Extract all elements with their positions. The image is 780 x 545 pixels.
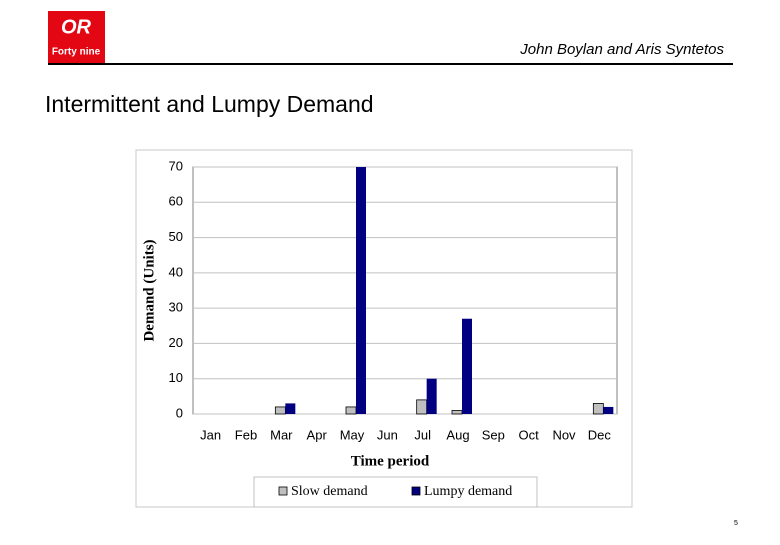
legend xyxy=(253,476,538,508)
y-tick-label: 40 xyxy=(169,264,183,279)
bar xyxy=(592,403,604,415)
legend-swatch xyxy=(278,486,288,496)
legend-label: Slow demand xyxy=(291,484,368,499)
y-tick-label: 70 xyxy=(169,158,183,173)
bar xyxy=(426,378,437,414)
x-tick-label: Mar xyxy=(270,427,293,442)
x-tick-label: Dec xyxy=(588,427,612,442)
bar xyxy=(462,318,472,414)
slide-title: Intermittent and Lumpy Demand xyxy=(45,91,374,117)
y-axis-label: Demand (Units) xyxy=(141,239,157,341)
logo xyxy=(48,11,105,63)
y-tick-label: 20 xyxy=(169,335,183,350)
legend-swatch xyxy=(411,486,421,496)
x-tick-label: Sep xyxy=(482,427,505,442)
bar xyxy=(356,167,366,414)
y-tick-label: 10 xyxy=(169,370,183,385)
chart: 0 10 20 30 40 50 60 70 Demand (Units) Time period… xyxy=(141,158,618,508)
x-tick-label: Oct xyxy=(519,427,540,442)
x-tick-label: May xyxy=(340,427,365,442)
bar xyxy=(451,410,463,415)
x-tick-label: Apr xyxy=(307,427,328,442)
y-tick-label: 30 xyxy=(169,300,183,315)
bar xyxy=(274,406,286,415)
x-tick-label: Jun xyxy=(377,427,398,442)
x-tick-label: Jan xyxy=(200,427,221,442)
bar xyxy=(345,406,357,415)
x-tick-label: Aug xyxy=(446,427,469,442)
logo-caption: Forty nine xyxy=(52,47,101,58)
x-tick-label: Nov xyxy=(552,427,576,442)
bar xyxy=(603,406,614,414)
y-tick-label: 50 xyxy=(169,229,183,244)
page-number: 5 xyxy=(734,520,738,527)
plot-area xyxy=(192,166,618,415)
legend-label: Lumpy demand xyxy=(424,484,512,499)
bar xyxy=(416,399,428,415)
logo-mark: OR xyxy=(61,16,92,38)
y-tick-label: 0 xyxy=(176,405,183,420)
x-tick-label: Jul xyxy=(414,427,431,442)
x-tick-label: Feb xyxy=(235,427,257,442)
bar xyxy=(285,403,296,414)
y-tick-label: 60 xyxy=(169,194,183,209)
x-axis-label: Time period xyxy=(351,453,430,469)
authors: John Boylan and Aris Syntetos xyxy=(519,41,724,58)
